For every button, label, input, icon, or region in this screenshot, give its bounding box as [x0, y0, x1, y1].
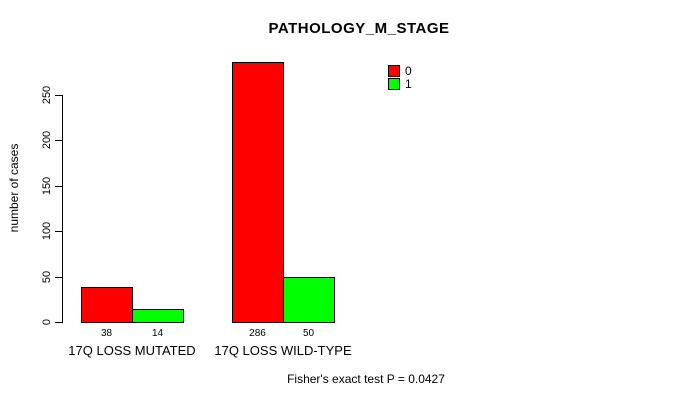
y-tick-label: 50	[41, 270, 53, 283]
legend-entry-0: 0	[388, 65, 412, 77]
y-tick-mark	[55, 140, 62, 141]
legend-swatch-icon	[388, 65, 400, 77]
y-tick-label: 150	[41, 176, 53, 195]
legend-swatch-icon	[388, 78, 400, 90]
bar-0-1	[81, 287, 133, 323]
y-tick-mark	[55, 231, 62, 232]
y-tick-mark	[55, 276, 62, 278]
legend-label: 1	[405, 77, 412, 91]
y-tick-mark	[55, 185, 62, 187]
bar-1-2	[283, 276, 335, 323]
y-tick-mark	[55, 94, 62, 96]
fisher-test-footnote: Fisher's exact test P = 0.0427	[287, 372, 445, 386]
chart-title: PATHOLOGY_M_STAGE	[268, 20, 450, 37]
bar-value-label: 286	[249, 328, 266, 339]
y-axis-label: number of cases	[7, 143, 21, 233]
y-tick-mark	[55, 322, 62, 323]
y-tick-label: 250	[41, 85, 53, 104]
legend-label: 0	[405, 64, 412, 78]
bar-value-label: 14	[151, 328, 164, 339]
y-tick-label: 100	[41, 221, 53, 241]
y-tick-label: 200	[41, 130, 53, 150]
category-label: 17Q LOSS MUTATED	[68, 343, 196, 358]
y-axis-line	[62, 94, 63, 323]
bar-0-2	[232, 61, 284, 323]
bar-value-label: 38	[100, 328, 113, 339]
legend-entry-1: 1	[388, 78, 412, 90]
y-tick-label: 0	[41, 318, 53, 326]
bar-value-label: 50	[302, 328, 315, 339]
bar-1-1	[132, 309, 184, 323]
category-label: 17Q LOSS WILD-TYPE	[214, 343, 352, 358]
